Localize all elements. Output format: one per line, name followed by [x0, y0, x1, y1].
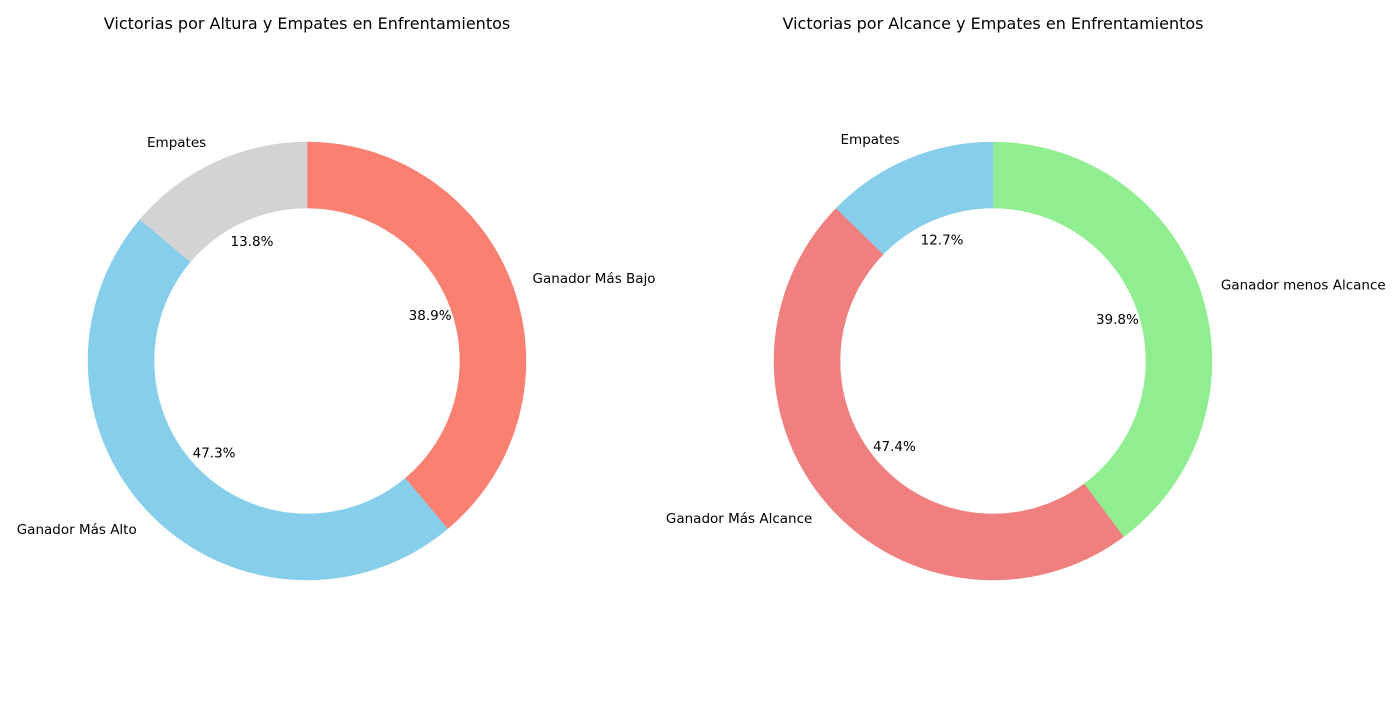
pct-label-ganador-menos-alcance: 39.8%: [1096, 312, 1139, 328]
slice-ganador-mas-alto: [87, 218, 449, 581]
slice-label-empates: Empates: [147, 135, 206, 151]
slice-label-empates: Empates: [841, 132, 900, 148]
slice-ganador-mas-bajo: [306, 141, 527, 530]
slice-ganador-menos-alcance: [992, 141, 1213, 538]
chart-title: Victorias por Altura y Empates en Enfren…: [104, 14, 510, 33]
labels: Ganador menos Alcance 39.8% Ganador Más Al…: [666, 132, 1386, 527]
slice-empates: [139, 141, 308, 263]
labels: Ganador Más Bajo 38.9% Ganador Más Alto 47.…: [17, 135, 656, 538]
slice-label-ganador-mas-alcance: Ganador Más Alcance: [666, 511, 812, 527]
pct-label-ganador-mas-alcance: 47.4%: [873, 439, 916, 455]
pct-label-empates: 13.8%: [231, 234, 274, 250]
slices: [773, 141, 1213, 581]
slice-ganador-mas-alcance: [773, 207, 1124, 581]
pct-label-empates: 12.7%: [921, 232, 964, 248]
chart-title: Victorias por Alcance y Empates en Enfre…: [782, 14, 1203, 33]
slice-label-ganador-mas-bajo: Ganador Más Bajo: [533, 271, 656, 287]
slices: [87, 141, 527, 581]
slice-empates: [835, 141, 994, 255]
reach-donut-chart: Victorias por Alcance y Empates en Enfre…: [666, 14, 1386, 581]
pct-label-ganador-mas-bajo: 38.9%: [409, 308, 452, 324]
slice-label-ganador-mas-alto: Ganador Más Alto: [17, 522, 137, 538]
height-donut-chart: Victorias por Altura y Empates en Enfren…: [17, 14, 656, 581]
slice-label-ganador-menos-alcance: Ganador menos Alcance: [1221, 278, 1386, 294]
pct-label-ganador-mas-alto: 47.3%: [193, 445, 236, 461]
